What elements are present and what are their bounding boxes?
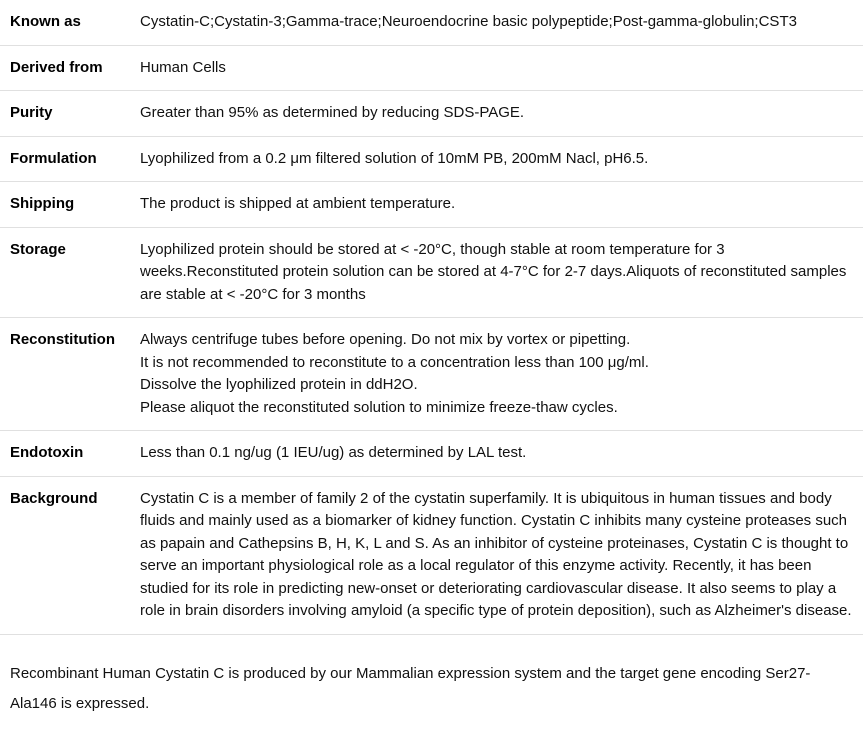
table-row: StorageLyophilized protein should be sto…: [0, 227, 863, 318]
spec-value: Less than 0.1 ng/ug (1 IEU/ug) as determ…: [130, 431, 863, 477]
spec-label: Background: [0, 476, 130, 634]
spec-label: Known as: [0, 0, 130, 45]
table-row: BackgroundCystatin C is a member of fami…: [0, 476, 863, 634]
table-row: EndotoxinLess than 0.1 ng/ug (1 IEU/ug) …: [0, 431, 863, 477]
specifications-table: Known asCystatin-C;Cystatin-3;Gamma-trac…: [0, 0, 863, 635]
spec-label: Reconstitution: [0, 318, 130, 431]
spec-label: Purity: [0, 91, 130, 137]
spec-label: Formulation: [0, 136, 130, 182]
table-row: FormulationLyophilized from a 0.2 μm fil…: [0, 136, 863, 182]
spec-value: Lyophilized from a 0.2 μm filtered solut…: [130, 136, 863, 182]
table-row: Known asCystatin-C;Cystatin-3;Gamma-trac…: [0, 0, 863, 45]
spec-value: The product is shipped at ambient temper…: [130, 182, 863, 228]
spec-label: Endotoxin: [0, 431, 130, 477]
table-row: Derived fromHuman Cells: [0, 45, 863, 91]
spec-value: Always centrifuge tubes before opening. …: [130, 318, 863, 431]
spec-value: Lyophilized protein should be stored at …: [130, 227, 863, 318]
spec-value: Human Cells: [130, 45, 863, 91]
table-row: PurityGreater than 95% as determined by …: [0, 91, 863, 137]
spec-label: Storage: [0, 227, 130, 318]
spec-value: Cystatin C is a member of family 2 of th…: [130, 476, 863, 634]
spec-label: Derived from: [0, 45, 130, 91]
table-row: ShippingThe product is shipped at ambien…: [0, 182, 863, 228]
spec-label: Shipping: [0, 182, 130, 228]
specifications-tbody: Known asCystatin-C;Cystatin-3;Gamma-trac…: [0, 0, 863, 634]
table-row: ReconstitutionAlways centrifuge tubes be…: [0, 318, 863, 431]
spec-value: Cystatin-C;Cystatin-3;Gamma-trace;Neuroe…: [130, 0, 863, 45]
product-description: Recombinant Human Cystatin C is produced…: [0, 635, 863, 729]
spec-value: Greater than 95% as determined by reduci…: [130, 91, 863, 137]
